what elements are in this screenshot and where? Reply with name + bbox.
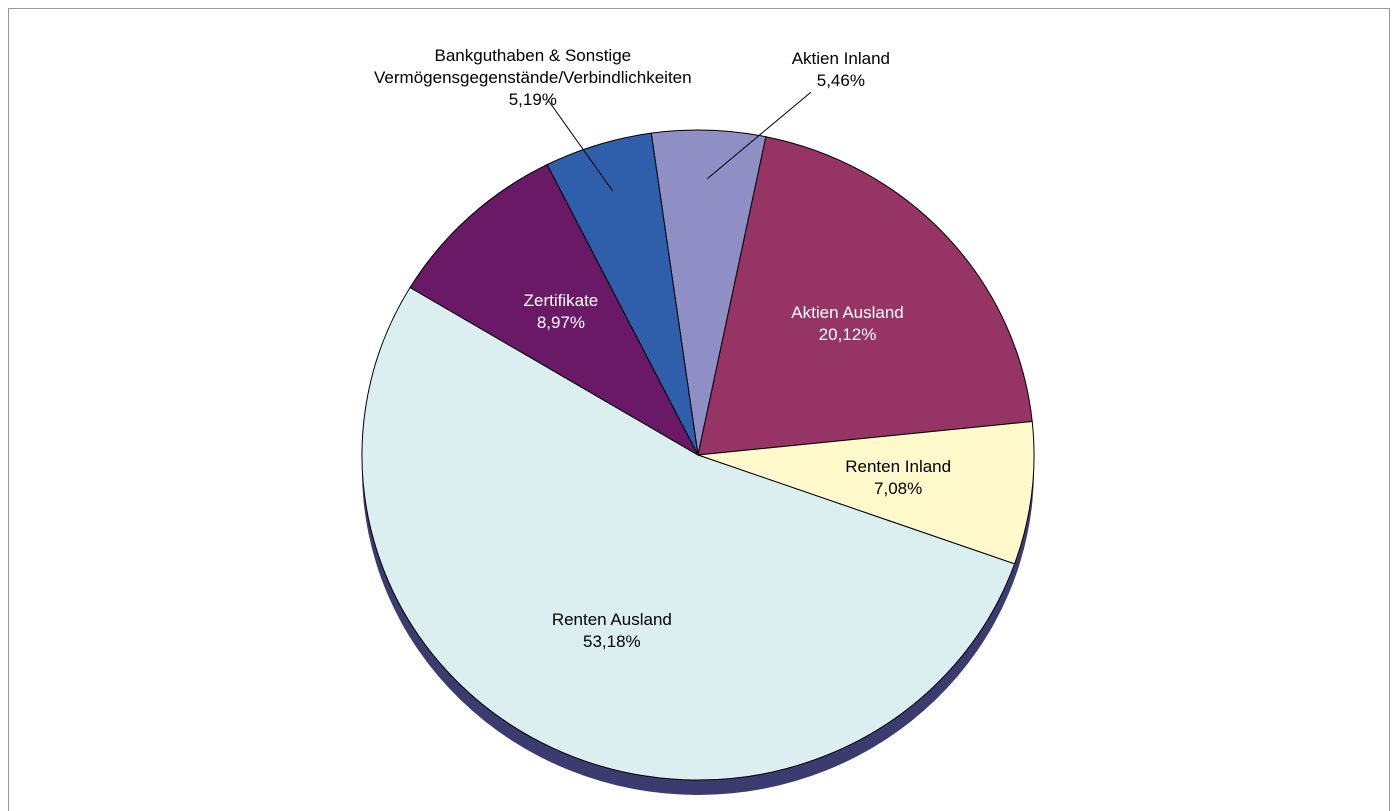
label-value: 7,08% [874, 479, 923, 499]
label-name: Renten Inland [845, 457, 952, 477]
slice-label: Aktien Inland 5,46% [792, 48, 890, 92]
label-value: 53,18% [583, 632, 641, 652]
slice-label: Aktien Ausland 20,12% [791, 302, 903, 346]
leader-line [706, 91, 812, 180]
label-value: 5,19% [508, 89, 557, 109]
pie-slice [697, 420, 1035, 565]
label-name: Zertifikate [523, 290, 599, 310]
slice-label: Renten Ausland 53,18% [552, 609, 672, 653]
label-name: Aktien Inland [791, 49, 891, 69]
label-name: Bankguthaben & Sonstige Vermögensgegenst… [374, 45, 692, 87]
label-value: 8,97% [536, 312, 586, 332]
slice-label: Bankguthaben & Sonstige Vermögensgegenst… [374, 45, 692, 111]
pie-slice [546, 132, 699, 456]
label-name: Renten Ausland [551, 610, 672, 630]
label-name: Aktien Ausland [791, 303, 904, 323]
slice-label: Zertifikate 8,97% [524, 290, 599, 334]
pie-slice [697, 136, 1033, 456]
slice-label: Renten Inland 7,08% [845, 456, 951, 500]
label-value: 20,12% [818, 325, 877, 345]
pie-slice [361, 286, 1016, 781]
leader-line [547, 99, 614, 192]
pie-slice [409, 163, 700, 457]
label-value: 5,46% [816, 71, 865, 91]
